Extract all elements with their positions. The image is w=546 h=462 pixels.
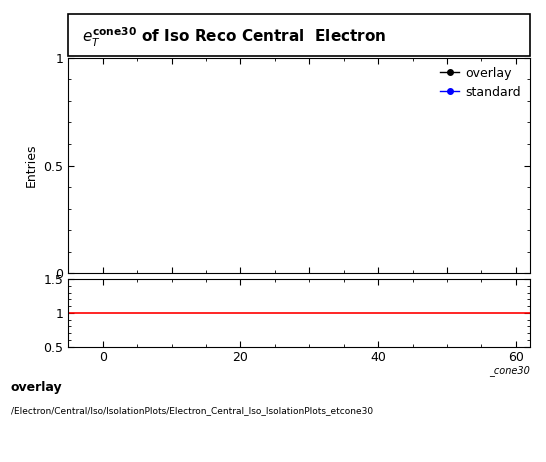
Legend: overlay, standard: overlay, standard	[435, 61, 526, 104]
Text: /Electron/Central/Iso/IsolationPlots/Electron_Central_Iso_IsolationPlots_etcone3: /Electron/Central/Iso/IsolationPlots/Ele…	[11, 407, 373, 415]
Y-axis label: Entries: Entries	[25, 144, 38, 188]
Text: $e_T^{\mathregular{cone30}}$ of Iso Reco Central  Electron: $e_T^{\mathregular{cone30}}$ of Iso Reco…	[82, 25, 387, 49]
Text: overlay: overlay	[11, 381, 63, 394]
FancyBboxPatch shape	[68, 14, 530, 56]
Text: _cone30: _cone30	[489, 365, 530, 376]
